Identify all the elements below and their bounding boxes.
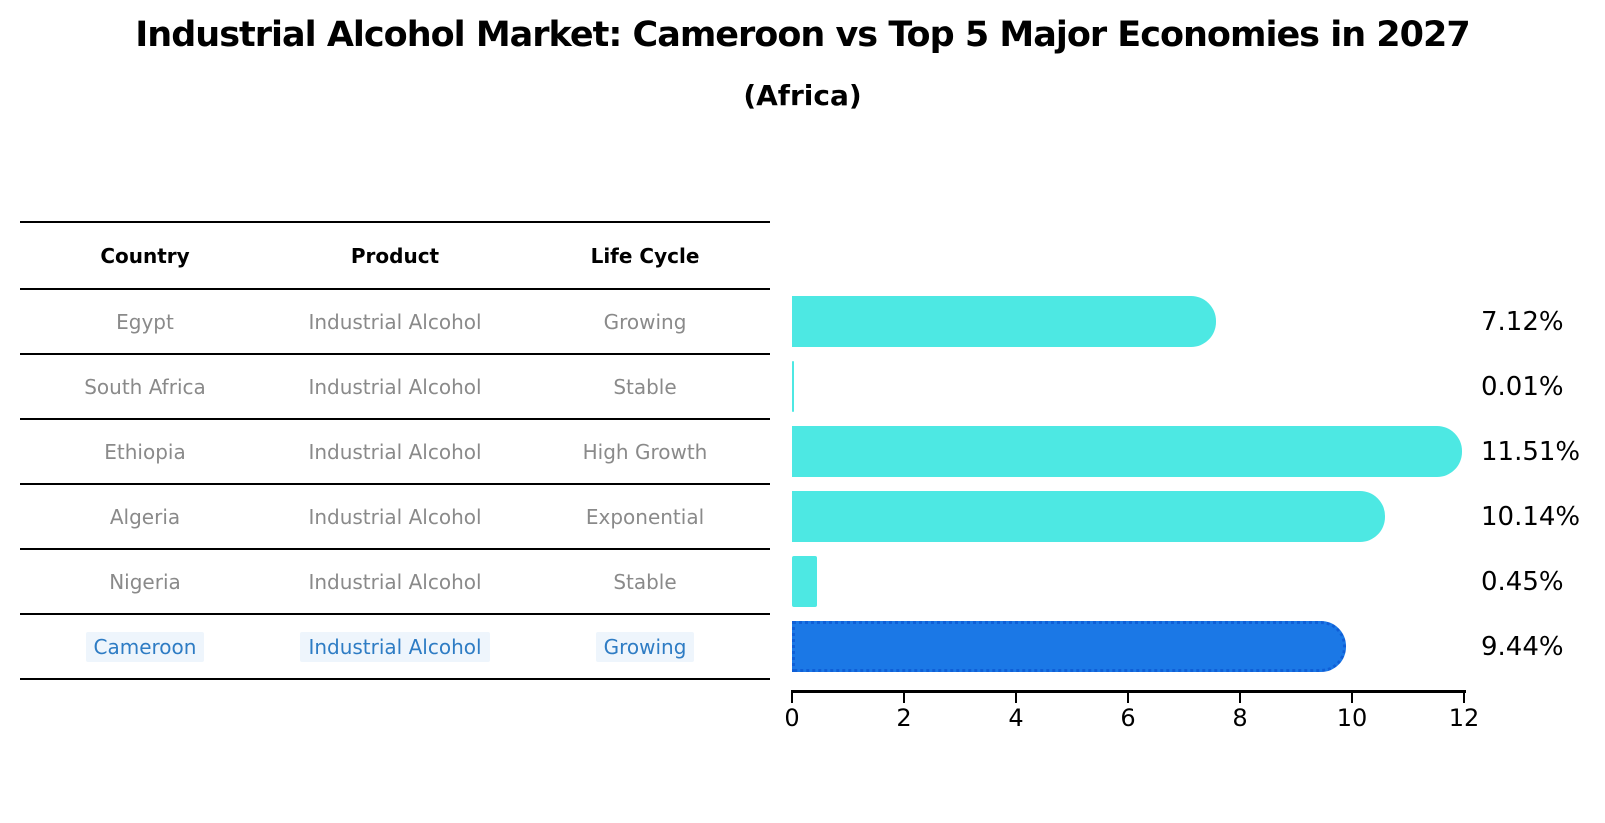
- value-label-cameroon: 9.44%: [1481, 631, 1564, 662]
- x-axis-tick: [903, 693, 905, 703]
- x-axis-tick: [1351, 693, 1353, 703]
- value-label-ethiopia: 11.51%: [1481, 436, 1581, 467]
- table-cell-country: Algeria: [20, 505, 270, 529]
- x-axis-tick-label: 8: [1232, 704, 1248, 732]
- table-cell-text: Exponential: [585, 504, 705, 529]
- table-cell-text: Egypt: [116, 309, 174, 334]
- x-axis-tick-label: 6: [1120, 704, 1136, 732]
- value-label-nigeria: 0.45%: [1481, 566, 1564, 597]
- table-body: Egypt Industrial Alcohol Growing South Afri…: [20, 290, 770, 680]
- table-cell-product: Industrial Alcohol: [270, 505, 520, 529]
- x-axis-tick: [1239, 693, 1241, 703]
- column-header-life-cycle: Life Cycle: [590, 243, 700, 268]
- table-cell-life-cycle: High Growth: [520, 440, 770, 464]
- table-cell-text: Industrial Alcohol: [308, 374, 482, 399]
- x-axis-tick-label: 4: [1008, 704, 1024, 732]
- country-table: Country Product Life Cycle Egypt Industri…: [20, 221, 770, 680]
- bar-chart-plot-area: [792, 289, 1464, 679]
- table-cell-country: Nigeria: [20, 570, 270, 594]
- table-cell-product: Industrial Alcohol: [270, 631, 520, 662]
- table-row-cameroon: Cameroon Industrial Alcohol Growing: [20, 615, 770, 680]
- x-axis-tick-label: 0: [784, 704, 800, 732]
- table-cell-life-cycle: Stable: [520, 570, 770, 594]
- table-cell-country: South Africa: [20, 375, 270, 399]
- table-cell-text: Cameroon: [85, 631, 205, 662]
- table-cell-text: Algeria: [109, 504, 181, 529]
- table-header-row: Country Product Life Cycle: [20, 223, 770, 290]
- table-cell-text: Industrial Alcohol: [308, 309, 482, 334]
- x-axis-tick: [1015, 693, 1017, 703]
- bar-cameroon: [792, 621, 1346, 672]
- x-axis-tick: [791, 693, 793, 703]
- table-cell-text: Stable: [613, 374, 677, 399]
- table-cell-text: Growing: [595, 631, 695, 662]
- table-row-nigeria: Nigeria Industrial Alcohol Stable: [20, 550, 770, 615]
- table-cell-product: Industrial Alcohol: [270, 375, 520, 399]
- column-header-country: Country: [100, 243, 190, 268]
- bar-algeria: [792, 491, 1385, 542]
- table-cell-text: High Growth: [582, 439, 708, 464]
- table-cell-product: Industrial Alcohol: [270, 570, 520, 594]
- table-cell-text: Stable: [613, 569, 677, 594]
- x-axis-tick-label: 10: [1336, 704, 1368, 732]
- bar-egypt: [792, 296, 1216, 347]
- table-row-south-africa: South Africa Industrial Alcohol Stable: [20, 355, 770, 420]
- table-row-algeria: Algeria Industrial Alcohol Exponential: [20, 485, 770, 550]
- x-axis-tick: [1127, 693, 1129, 703]
- table-cell-text: Growing: [603, 309, 687, 334]
- table-cell-text: Ethiopia: [104, 439, 186, 464]
- value-label-egypt: 7.12%: [1481, 306, 1564, 337]
- table-cell-product: Industrial Alcohol: [270, 440, 520, 464]
- table-cell-country: Cameroon: [20, 631, 270, 662]
- bar-south-africa: [792, 361, 794, 412]
- value-label-south-africa: 0.01%: [1481, 371, 1564, 402]
- x-axis-line: [791, 690, 1466, 693]
- table-cell-country: Ethiopia: [20, 440, 270, 464]
- chart-title: Industrial Alcohol Market: Cameroon vs T…: [135, 15, 1470, 55]
- x-axis-tick: [1463, 693, 1465, 703]
- table-cell-product: Industrial Alcohol: [270, 310, 520, 334]
- table-cell-text: South Africa: [84, 374, 206, 399]
- column-header-product: Product: [350, 243, 440, 268]
- table-cell-text: Industrial Alcohol: [308, 569, 482, 594]
- table-cell-text: Nigeria: [109, 569, 181, 594]
- bar-ethiopia: [792, 426, 1462, 477]
- table-cell-life-cycle: Growing: [520, 310, 770, 334]
- table-cell-life-cycle: Exponential: [520, 505, 770, 529]
- bar-nigeria: [792, 556, 818, 607]
- value-label-algeria: 10.14%: [1481, 501, 1581, 532]
- table-cell-life-cycle: Stable: [520, 375, 770, 399]
- x-axis-tick-label: 2: [896, 704, 912, 732]
- table-cell-text: Industrial Alcohol: [308, 439, 482, 464]
- chart-subtitle: (Africa): [743, 79, 862, 112]
- table-row-egypt: Egypt Industrial Alcohol Growing: [20, 290, 770, 355]
- table-cell-country: Egypt: [20, 310, 270, 334]
- table-row-ethiopia: Ethiopia Industrial Alcohol High Growth: [20, 420, 770, 485]
- table-cell-text: Industrial Alcohol: [300, 631, 490, 662]
- table-cell-text: Industrial Alcohol: [308, 504, 482, 529]
- table-cell-life-cycle: Growing: [520, 631, 770, 662]
- x-axis-tick-label: 12: [1448, 704, 1480, 732]
